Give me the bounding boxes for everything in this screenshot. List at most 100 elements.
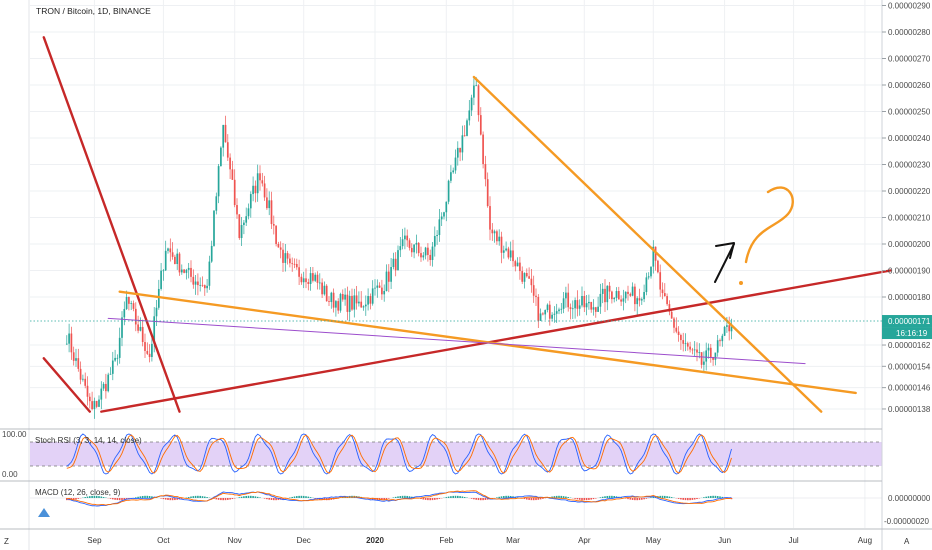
- candle-body: [590, 301, 593, 310]
- macd-histogram-bar: [123, 498, 126, 500]
- candle-body: [594, 307, 597, 312]
- candle-body: [617, 291, 620, 300]
- candle-body: [335, 301, 337, 308]
- candle-body: [341, 294, 344, 300]
- candle-body: [371, 288, 374, 304]
- candle-body: [109, 373, 112, 375]
- candle-body: [307, 282, 310, 284]
- macd-histogram-bar: [551, 496, 553, 498]
- candle-body: [576, 300, 579, 309]
- macd-histogram-bar: [583, 498, 586, 501]
- candle-body: [719, 340, 721, 342]
- candle-body: [574, 300, 576, 309]
- time-tick-label: Nov: [228, 536, 242, 545]
- candle-body: [454, 157, 457, 171]
- macd-signal-line: [66, 490, 732, 506]
- macd-histogram-bar: [712, 495, 714, 498]
- candle-body: [677, 331, 680, 336]
- macd-histogram-bar: [256, 496, 259, 498]
- candle-body: [627, 291, 629, 294]
- candle-body: [716, 340, 719, 353]
- macd-histogram-bar: [164, 498, 167, 500]
- candle-body: [698, 352, 701, 354]
- candle-body: [339, 294, 342, 311]
- macd-histogram-bar: [535, 498, 537, 501]
- macd-histogram-bar: [268, 498, 270, 500]
- macd-histogram-bar: [496, 497, 498, 498]
- candle-body: [657, 260, 659, 273]
- macd-histogram-bar: [668, 496, 671, 498]
- candle-body: [84, 378, 87, 386]
- question-mark-annotation: [744, 186, 794, 264]
- candle-body: [187, 267, 190, 270]
- macd-histogram-bar: [392, 497, 395, 498]
- candle-body: [174, 256, 176, 265]
- macd-histogram-bar: [553, 496, 556, 498]
- candle-body: [525, 273, 528, 277]
- candle-body: [130, 303, 133, 304]
- candle-body: [505, 248, 507, 251]
- candle-body: [364, 304, 367, 307]
- candle-body: [116, 357, 119, 359]
- macd-histogram-bar: [275, 498, 277, 501]
- macd-histogram-bar: [190, 496, 192, 498]
- candles: [65, 76, 733, 419]
- macd-histogram-bar: [604, 496, 606, 498]
- candle-body: [318, 282, 321, 284]
- macd-histogram-bar: [408, 496, 411, 498]
- candle-body: [332, 292, 335, 308]
- macd-histogram-bar: [634, 498, 636, 501]
- candle-body: [680, 335, 682, 341]
- macd-histogram-bar: [429, 498, 431, 501]
- question-mark-dot: [739, 281, 743, 285]
- candle-body: [291, 263, 294, 265]
- macd-histogram-bar: [146, 495, 149, 498]
- candle-body: [569, 307, 572, 309]
- macd-histogram-bar: [411, 496, 413, 498]
- candle-body: [410, 247, 413, 253]
- candle-body: [245, 216, 248, 223]
- hand-drawn-annotations: [714, 186, 794, 285]
- candle-body: [355, 295, 358, 304]
- candle-body: [266, 197, 268, 209]
- auto-scale-button[interactable]: A: [904, 537, 910, 546]
- macd-histogram-bar: [139, 496, 142, 498]
- candle-body: [647, 276, 650, 278]
- macd-histogram-bar: [259, 497, 261, 498]
- macd-histogram-bar: [95, 495, 98, 498]
- macd-histogram-bar: [542, 498, 544, 499]
- candle-body: [369, 296, 372, 304]
- candle-body: [279, 247, 282, 250]
- candle-body: [199, 284, 202, 286]
- candle-body: [65, 343, 68, 345]
- macd-histogram-bar: [296, 496, 298, 498]
- macd-histogram-bar: [684, 498, 687, 501]
- candle-body: [178, 253, 181, 273]
- candle-body: [231, 169, 234, 180]
- candle-body: [210, 245, 213, 262]
- macd-histogram-bar: [565, 496, 567, 498]
- candle-body: [456, 147, 459, 158]
- candle-body: [700, 352, 703, 365]
- candle-body: [208, 261, 211, 286]
- timezone-button[interactable]: Z: [4, 537, 9, 546]
- candle-body: [707, 347, 710, 351]
- candle-body: [585, 303, 588, 308]
- candle-body: [535, 295, 537, 297]
- candle-body: [461, 135, 464, 153]
- macd-histogram-bar: [629, 498, 632, 500]
- macd-tick-label: 0.00000000: [888, 494, 931, 503]
- macd-histogram-bar: [420, 498, 422, 500]
- candle-body: [709, 347, 712, 357]
- macd-histogram-bar: [631, 498, 634, 500]
- macd-histogram-bar: [199, 495, 201, 498]
- candle-body: [213, 210, 215, 246]
- candle-body: [295, 263, 298, 268]
- candle-body: [88, 396, 91, 402]
- macd-histogram-bar: [523, 498, 526, 500]
- candle-body: [162, 270, 165, 272]
- candle-body: [348, 295, 351, 312]
- candle-body: [128, 296, 130, 304]
